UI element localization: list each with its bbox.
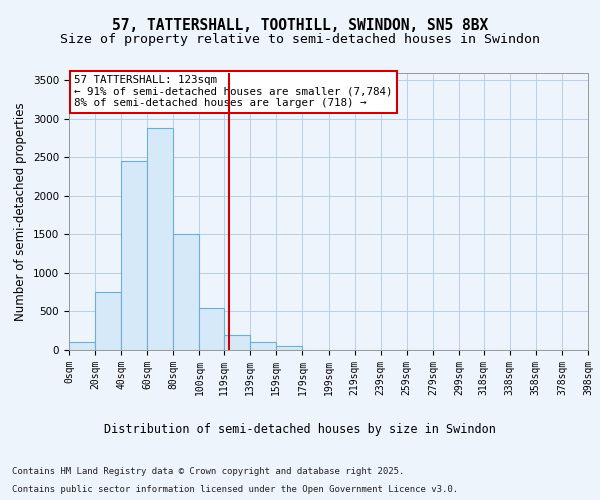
Bar [199,308,224,350]
Bar [69,342,95,350]
Bar [121,161,147,350]
Text: Contains HM Land Registry data © Crown copyright and database right 2025.: Contains HM Land Registry data © Crown c… [12,468,404,476]
Text: 57, TATTERSHALL, TOOTHILL, SWINDON, SN5 8BX: 57, TATTERSHALL, TOOTHILL, SWINDON, SN5 … [112,18,488,32]
Text: 57 TATTERSHALL: 123sqm
← 91% of semi-detached houses are smaller (7,784)
8% of s: 57 TATTERSHALL: 123sqm ← 91% of semi-det… [74,76,392,108]
Bar [250,342,277,350]
Text: Distribution of semi-detached houses by size in Swindon: Distribution of semi-detached houses by … [104,422,496,436]
Bar [147,128,173,350]
Bar [95,292,121,350]
Bar [224,334,250,350]
Text: Contains public sector information licensed under the Open Government Licence v3: Contains public sector information licen… [12,485,458,494]
Text: Size of property relative to semi-detached houses in Swindon: Size of property relative to semi-detach… [60,32,540,46]
Bar [173,234,199,350]
Bar [277,346,302,350]
Y-axis label: Number of semi-detached properties: Number of semi-detached properties [14,102,28,320]
